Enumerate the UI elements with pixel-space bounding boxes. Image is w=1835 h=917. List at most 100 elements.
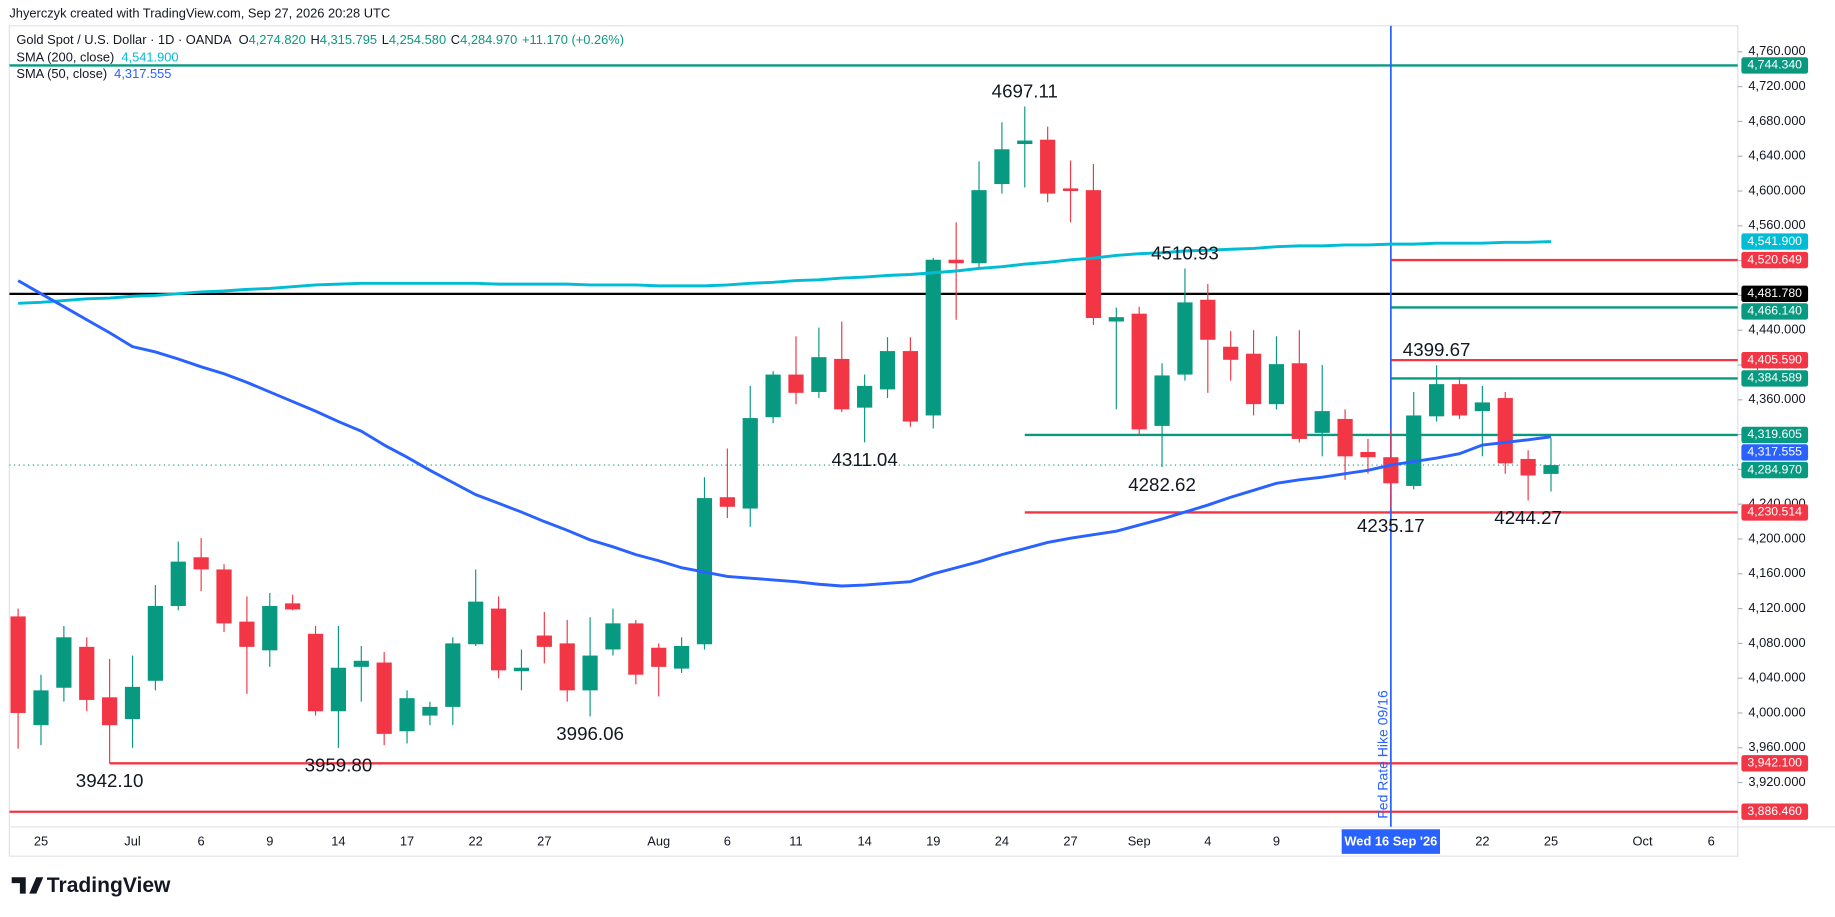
logo-text: TradingView xyxy=(47,874,171,897)
candle-body xyxy=(719,497,735,507)
symbol-title: Gold Spot / U.S. Dollar · 1D · OANDA xyxy=(16,32,232,47)
x-tick-label: 22 xyxy=(1475,834,1489,849)
candle-body xyxy=(102,697,118,726)
candle-body xyxy=(1108,317,1124,322)
y-tick-label: 4,000.000 xyxy=(1748,704,1805,719)
candle-body xyxy=(765,374,781,418)
x-tick-label: 6 xyxy=(198,834,205,849)
price-tag-label: 4,405.590 xyxy=(1747,352,1802,366)
candle-body xyxy=(1062,188,1079,192)
price-tag-label: 4,744.340 xyxy=(1747,58,1802,72)
author-line: Jhyerczyk created with TradingView.com, … xyxy=(9,5,390,20)
candle-body xyxy=(468,601,484,645)
price-tag-label: 4,481.780 xyxy=(1747,286,1802,300)
sma-line xyxy=(17,279,1552,588)
candle-body xyxy=(1543,465,1559,474)
sma-name: SMA (200, close) xyxy=(16,50,114,65)
candle-body xyxy=(10,616,26,713)
price-annotation: 4697.11 xyxy=(992,80,1058,101)
candle-body xyxy=(56,637,72,688)
candle-body xyxy=(1040,139,1056,194)
ohlc-value: 4,254.580 xyxy=(389,32,446,47)
candle-body xyxy=(147,605,163,681)
x-tick-label: Sep xyxy=(1128,834,1151,849)
candle-body xyxy=(307,633,324,712)
x-tick-label: 27 xyxy=(1063,834,1077,849)
candle-body xyxy=(1268,364,1285,405)
candle-body xyxy=(1451,384,1468,416)
x-tick-label: 17 xyxy=(400,834,414,849)
candle-body xyxy=(788,374,804,393)
x-tick-label: 11 xyxy=(789,834,802,849)
candle-body xyxy=(1360,451,1376,458)
candle-body xyxy=(673,645,690,669)
price-tag-label: 3,886.460 xyxy=(1747,804,1802,818)
y-tick-label: 4,680.000 xyxy=(1748,113,1805,128)
candle-body xyxy=(1406,415,1422,486)
candle-body xyxy=(170,561,186,606)
ohlc-value: 4,315.795 xyxy=(320,32,377,47)
candle-body xyxy=(353,660,369,667)
price-annotation: 3959.80 xyxy=(305,755,373,776)
price-tag xyxy=(1741,285,1809,303)
ohlc-key: L xyxy=(382,32,389,47)
change: +11.170 (+0.26%) xyxy=(522,32,624,47)
plot-area: Fed Rate Hike 09/16 xyxy=(9,25,1738,827)
x-tick-label: Oct xyxy=(1633,834,1653,849)
price-annotation: 4282.62 xyxy=(1128,474,1196,495)
candle-body xyxy=(262,605,278,651)
candle-body xyxy=(1474,402,1490,412)
price-annotation: 3942.10 xyxy=(76,770,144,791)
candle-body xyxy=(1291,363,1307,439)
x-tick-label: 9 xyxy=(1273,834,1280,849)
y-tick-label: 4,360.000 xyxy=(1748,391,1805,406)
sma-name: SMA (50, close) xyxy=(16,66,107,81)
price-tag xyxy=(1741,351,1809,369)
x-tick-label: 6 xyxy=(724,834,731,849)
y-tick-label: 4,160.000 xyxy=(1748,565,1805,580)
ohlc-key: O xyxy=(239,32,249,47)
crosshair-date: Wed 16 Sep '26 xyxy=(1344,834,1437,849)
price-tag xyxy=(1741,426,1809,444)
price-tag-label: 4,317.555 xyxy=(1747,445,1802,459)
candle-body xyxy=(1497,398,1513,464)
candle-body xyxy=(879,351,896,390)
candle-body xyxy=(994,149,1010,185)
candle-body xyxy=(1314,411,1330,433)
sma-legend: SMA (200, close) 4,541.900 xyxy=(16,50,178,65)
candle-body xyxy=(1223,346,1239,360)
price-tag-label: 4,319.605 xyxy=(1747,427,1802,441)
price-annotation: 3996.06 xyxy=(556,723,624,744)
candle-body xyxy=(559,643,575,691)
sma-value: 4,317.555 xyxy=(114,66,171,81)
x-tick-label: 6 xyxy=(1708,834,1715,849)
candle-body xyxy=(216,569,232,624)
price-annotation: 4510.93 xyxy=(1151,242,1219,263)
price-annotation: 4244.27 xyxy=(1494,507,1562,528)
candle-body xyxy=(399,698,415,732)
candle-body xyxy=(1017,140,1033,145)
candle-body xyxy=(330,667,347,712)
axes: 3,920.000 3,960.000 4,000.000 4,040.000 4,08… xyxy=(34,43,1809,854)
x-tick-label: 24 xyxy=(995,834,1009,849)
y-tick-label: 4,760.000 xyxy=(1748,43,1805,58)
y-tick-label: 4,080.000 xyxy=(1748,635,1805,650)
candle-body xyxy=(239,621,255,647)
y-tick-label: 4,440.000 xyxy=(1748,322,1805,337)
candle-body xyxy=(948,259,964,264)
candle-body xyxy=(193,557,209,570)
price-tag-label: 4,384.589 xyxy=(1747,371,1802,385)
x-tick-label: 14 xyxy=(331,834,345,849)
candle-body xyxy=(1200,299,1216,340)
x-tick-label: 4 xyxy=(1204,834,1211,849)
sma-value: 4,541.900 xyxy=(121,50,178,65)
candle-body xyxy=(605,623,621,650)
candle-body xyxy=(925,259,941,416)
price-tag xyxy=(1741,755,1809,772)
candle-body xyxy=(513,667,530,672)
price-tag-label: 4,284.970 xyxy=(1747,462,1802,476)
price-annotation: 4235.17 xyxy=(1357,515,1425,536)
sma-legend: SMA (50, close) 4,317.555 xyxy=(16,66,171,81)
price-tag-label: 4,520.649 xyxy=(1747,252,1802,266)
